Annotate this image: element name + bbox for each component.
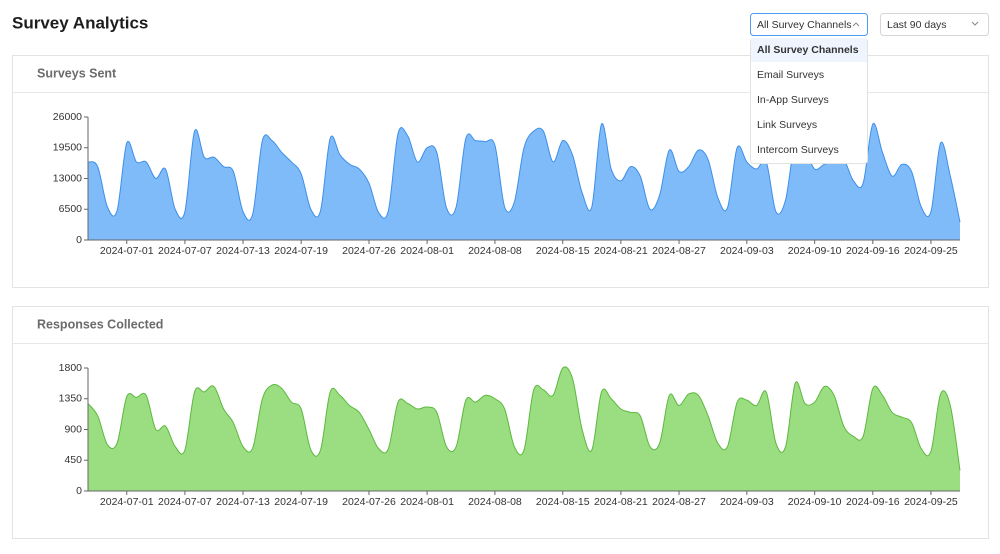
x-tick-label: 2024-08-01 bbox=[400, 496, 454, 508]
y-tick-label: 900 bbox=[64, 423, 82, 435]
x-tick-label: 2024-08-21 bbox=[594, 496, 648, 508]
y-tick-label: 13000 bbox=[53, 172, 82, 184]
select-label[interactable]: All Survey Channels bbox=[757, 19, 852, 31]
x-tick-label: 2024-08-01 bbox=[400, 245, 454, 257]
y-tick-label: 0 bbox=[76, 234, 82, 246]
x-tick-label: 2024-08-15 bbox=[536, 245, 590, 257]
y-tick-label: 26000 bbox=[53, 111, 82, 123]
x-tick-label: 2024-09-16 bbox=[846, 496, 900, 508]
dropdown-menu: All Survey Channels Email Surveys In-App S… bbox=[750, 38, 868, 164]
area bbox=[88, 366, 960, 491]
select-label[interactable]: Last 90 days bbox=[887, 19, 947, 31]
menu-item[interactable]: In-App Surveys bbox=[757, 94, 829, 106]
x-tick-label: 2024-07-13 bbox=[216, 496, 270, 508]
x-tick-label: 2024-09-03 bbox=[720, 245, 774, 257]
x-tick-label: 2024-07-07 bbox=[158, 245, 212, 257]
x-tick-label: 2024-09-16 bbox=[846, 245, 900, 257]
y-tick-label: 1800 bbox=[59, 362, 83, 374]
x-tick-label: 2024-08-27 bbox=[652, 245, 706, 257]
area-line bbox=[87, 366, 961, 471]
x-tick-label: 2024-07-19 bbox=[274, 496, 328, 508]
y-tick-label: 0 bbox=[76, 485, 82, 497]
y-tick-label: 450 bbox=[64, 454, 82, 466]
page-title: Survey Analytics bbox=[12, 13, 148, 32]
y-tick-label: 1350 bbox=[59, 393, 83, 405]
x-tick-label: 2024-07-07 bbox=[158, 496, 212, 508]
x-tick-label: 2024-07-26 bbox=[342, 245, 396, 257]
x-tick-label: 2024-08-21 bbox=[594, 245, 648, 257]
x-tick-label: 2024-07-01 bbox=[100, 496, 154, 508]
range-select[interactable]: Last 90 days bbox=[880, 13, 989, 36]
y-tick-label: 19500 bbox=[53, 142, 82, 154]
x-tick-label: 2024-08-15 bbox=[536, 496, 590, 508]
chart-card: Responses Collected 0 450 900 1350 1800 2024-0… bbox=[12, 306, 989, 539]
x-tick-label: 2024-09-10 bbox=[788, 496, 842, 508]
x-tick-label: 2024-09-25 bbox=[904, 245, 958, 257]
x-tick-label: 2024-09-10 bbox=[788, 245, 842, 257]
chart-title: Responses Collected bbox=[37, 317, 163, 331]
select-box[interactable] bbox=[750, 13, 868, 36]
area-line bbox=[87, 122, 961, 223]
x-tick-label: 2024-07-26 bbox=[342, 496, 396, 508]
y-tick-label: 6500 bbox=[59, 203, 83, 215]
menu-item[interactable]: All Survey Channels bbox=[757, 44, 859, 56]
menu-item[interactable]: Intercom Surveys bbox=[757, 144, 839, 156]
x-tick-label: 2024-07-01 bbox=[100, 245, 154, 257]
menu-highlight bbox=[751, 38, 867, 62]
x-tick-label: 2024-08-08 bbox=[468, 245, 522, 257]
x-tick-label: 2024-08-08 bbox=[468, 496, 522, 508]
channel-select[interactable]: All Survey Channels bbox=[750, 13, 868, 36]
select-box[interactable] bbox=[880, 13, 989, 36]
menu-item[interactable]: Link Surveys bbox=[757, 119, 817, 131]
chevron bbox=[852, 22, 860, 27]
x-tick-label: 2024-09-25 bbox=[904, 496, 958, 508]
x-tick-label: 2024-09-03 bbox=[720, 496, 774, 508]
chart-title: Surveys Sent bbox=[37, 66, 117, 80]
area bbox=[88, 123, 960, 240]
x-tick-label: 2024-07-13 bbox=[216, 245, 270, 257]
x-tick-label: 2024-07-19 bbox=[274, 245, 328, 257]
menu-item[interactable]: Email Surveys bbox=[757, 69, 824, 81]
chevron bbox=[971, 21, 979, 26]
x-tick-label: 2024-08-27 bbox=[652, 496, 706, 508]
